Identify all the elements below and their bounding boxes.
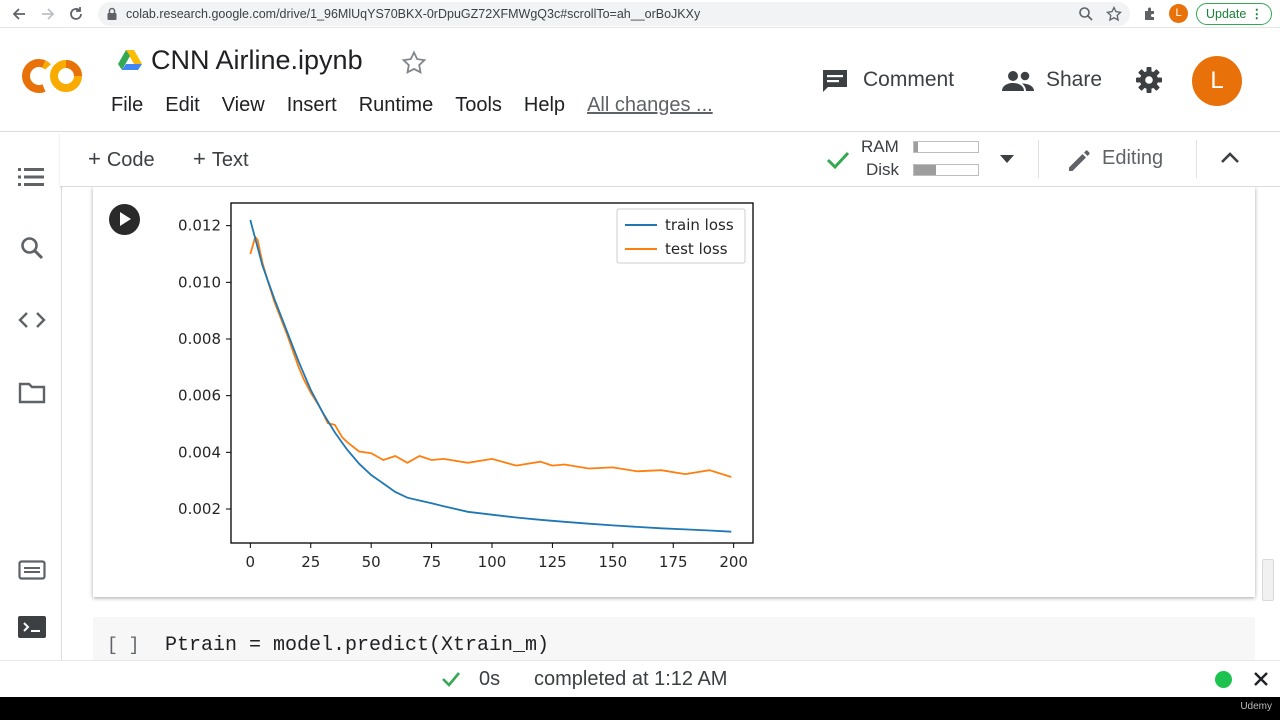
udemy-watermark: Udemy	[1240, 701, 1272, 712]
output-cell[interactable]: 0 25 50 75 100 125 150 175 200 0.002 0.004 0.006 0.0…	[93, 187, 1255, 597]
all-changes-link[interactable]: All changes ...	[587, 94, 713, 116]
zoom-icon[interactable]	[1078, 6, 1094, 22]
table-of-contents-icon[interactable]	[18, 166, 44, 188]
terminal-icon[interactable]	[18, 616, 46, 638]
extensions-puzzle-icon[interactable]	[1142, 6, 1158, 22]
ram-usage-bar	[913, 141, 979, 153]
x-tick-label: 100	[478, 553, 507, 571]
menu-view[interactable]: View	[221, 94, 265, 116]
menu-edit[interactable]: Edit	[165, 94, 200, 116]
close-icon[interactable]	[1253, 671, 1269, 687]
add-text-label: Text	[211, 149, 249, 171]
user-avatar[interactable]: L	[1192, 56, 1242, 106]
files-folder-icon[interactable]	[18, 382, 46, 404]
forward-arrow-icon[interactable]	[39, 5, 57, 23]
browser-update-button[interactable]: Update ⋮	[1196, 3, 1272, 25]
star-notebook-icon[interactable]	[401, 50, 427, 76]
disk-usage-fill	[914, 165, 937, 175]
y-tick-label: 0.010	[178, 273, 221, 291]
completed-check-icon	[441, 670, 461, 688]
toolbar-divider	[1038, 140, 1039, 178]
x-tick-label: 175	[659, 553, 688, 571]
comment-label: Comment	[863, 68, 955, 91]
notebook-title[interactable]: CNN Airline.ipynb	[151, 45, 363, 75]
people-icon	[1002, 70, 1034, 92]
ram-label: RAM	[861, 137, 899, 156]
train-loss-line	[249, 219, 732, 533]
status-message: completed at 1:12 AM	[534, 668, 728, 690]
ram-usage-fill	[914, 142, 918, 152]
url-text: colab.research.google.com/drive/1_96MlUq…	[126, 7, 701, 21]
x-tick-label: 75	[422, 553, 441, 571]
x-tick-label: 25	[301, 553, 320, 571]
notebook-toolbar: + Code + Text RAM Disk Editing	[60, 132, 1280, 187]
x-tick-label: 125	[538, 553, 567, 571]
y-tick-label: 0.002	[178, 500, 221, 518]
menu-bar: File Edit View Insert Runtime Tools Help…	[111, 94, 735, 117]
menu-runtime[interactable]: Runtime	[358, 94, 434, 116]
y-tick-label: 0.012	[178, 217, 221, 235]
colab-logo-icon[interactable]	[22, 56, 86, 96]
menu-help[interactable]: Help	[523, 94, 566, 116]
legend-label: train loss	[665, 216, 734, 234]
notebook-area: 0 25 50 75 100 125 150 175 200 0.002 0.004 0.006 0.0…	[62, 187, 1280, 660]
pencil-icon	[1066, 148, 1092, 174]
disk-label: Disk	[866, 160, 900, 179]
menu-insert[interactable]: Insert	[286, 94, 337, 116]
bookmark-star-icon[interactable]	[1106, 6, 1122, 22]
add-code-label: Code	[106, 149, 155, 171]
x-tick-label: 200	[719, 553, 748, 571]
loss-chart: 0 25 50 75 100 125 150 175 200 0.002 0.004 0.006 0.0…	[178, 202, 754, 571]
execution-duration: 0s	[479, 668, 501, 690]
browser-toolbar: colab.research.google.com/drive/1_96MlUq…	[0, 0, 1280, 28]
legend-label: test loss	[665, 240, 728, 258]
browser-profile-avatar[interactable]: L	[1169, 4, 1188, 23]
cell-execution-count: [ ]	[107, 636, 140, 656]
update-label: Update	[1206, 7, 1247, 21]
x-tick-label: 50	[362, 553, 381, 571]
google-drive-icon[interactable]	[117, 49, 143, 71]
lock-icon	[106, 7, 118, 21]
editing-label: Editing	[1102, 147, 1164, 169]
command-palette-icon[interactable]	[18, 560, 46, 580]
menu-file[interactable]: File	[111, 94, 144, 116]
code-cell[interactable]: [ ] Ptrain = model.predict(Xtrain_m)	[93, 617, 1255, 660]
more-vert-icon: ⋮	[1250, 7, 1264, 21]
code-snippets-icon[interactable]	[18, 310, 46, 330]
search-icon[interactable]	[20, 236, 44, 260]
play-icon	[120, 212, 131, 226]
resources-dropdown-icon[interactable]	[1000, 155, 1014, 163]
y-tick-label: 0.006	[178, 387, 221, 405]
y-tick-label: 0.008	[178, 330, 221, 348]
comment-icon	[821, 68, 849, 94]
disk-usage-bar	[913, 164, 979, 176]
plus-icon: +	[193, 146, 206, 171]
y-tick-label: 0.004	[178, 443, 221, 461]
plus-icon: +	[88, 146, 101, 171]
toolbar-divider	[1196, 140, 1197, 178]
notebook-scrollbar-thumb[interactable]	[1262, 559, 1274, 601]
connection-status-dot	[1215, 671, 1232, 688]
x-tick-label: 150	[599, 553, 628, 571]
code-line[interactable]: Ptrain = model.predict(Xtrain_m)	[165, 634, 550, 657]
add-text-cell-button[interactable]: + Text	[193, 146, 249, 172]
settings-gear-icon[interactable]	[1135, 66, 1163, 94]
x-tick-label: 0	[246, 553, 256, 571]
video-letterbox: Udemy	[0, 697, 1280, 720]
status-bar: 0s completed at 1:12 AM	[0, 660, 1280, 697]
colab-header: CNN Airline.ipynb File Edit View Insert …	[0, 28, 1280, 132]
menu-tools[interactable]: Tools	[455, 94, 502, 116]
left-sidebar	[0, 132, 96, 660]
back-arrow-icon[interactable]	[10, 5, 28, 23]
connected-check-icon	[826, 150, 850, 170]
address-bar[interactable]: colab.research.google.com/drive/1_96MlUq…	[98, 2, 1130, 26]
chevron-up-icon[interactable]	[1221, 151, 1239, 163]
add-code-cell-button[interactable]: + Code	[88, 146, 155, 172]
share-label: Share	[1046, 68, 1103, 91]
run-cell-button[interactable]	[109, 204, 140, 235]
reload-icon[interactable]	[67, 5, 85, 23]
